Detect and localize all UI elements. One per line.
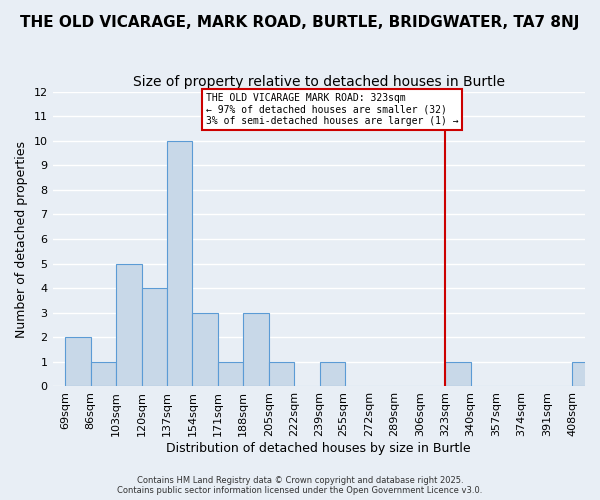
Bar — [91, 362, 116, 386]
X-axis label: Distribution of detached houses by size in Burtle: Distribution of detached houses by size … — [166, 442, 471, 455]
Bar — [167, 140, 193, 386]
Bar — [116, 264, 142, 386]
Text: Contains HM Land Registry data © Crown copyright and database right 2025.
Contai: Contains HM Land Registry data © Crown c… — [118, 476, 482, 495]
Bar — [243, 312, 269, 386]
Bar — [218, 362, 243, 386]
Bar — [572, 362, 598, 386]
Title: Size of property relative to detached houses in Burtle: Size of property relative to detached ho… — [133, 75, 505, 89]
Y-axis label: Number of detached properties: Number of detached properties — [15, 140, 28, 338]
Text: THE OLD VICARAGE MARK ROAD: 323sqm
← 97% of detached houses are smaller (32)
3% : THE OLD VICARAGE MARK ROAD: 323sqm ← 97%… — [206, 93, 458, 126]
Bar — [193, 312, 218, 386]
Text: THE OLD VICARAGE, MARK ROAD, BURTLE, BRIDGWATER, TA7 8NJ: THE OLD VICARAGE, MARK ROAD, BURTLE, BRI… — [20, 15, 580, 30]
Bar — [269, 362, 294, 386]
Bar — [320, 362, 345, 386]
Bar — [65, 338, 91, 386]
Bar — [142, 288, 167, 386]
Bar — [445, 362, 470, 386]
